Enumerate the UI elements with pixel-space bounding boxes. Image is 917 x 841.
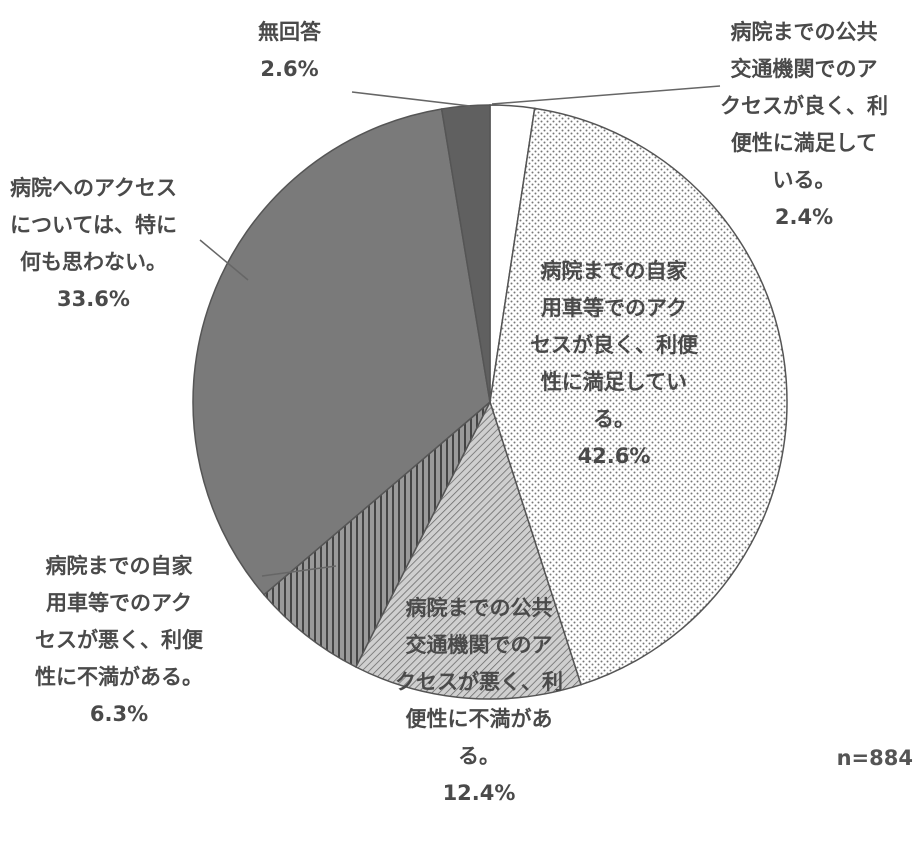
slice-label-public-good: 病院までの公共 交通機関でのア クセスが良く、利 便性に満足して いる。 2.4% [720,14,888,236]
slice-label-line: については、特に [10,213,177,237]
slice-label-line: 何も思わない。 [19,250,167,274]
slice-label-line: 性に満足してい [540,370,688,394]
slice-label-public-bad: 病院までの公共 交通機関でのア クセスが悪く、利 便性に不満があ る。 12.4% [395,590,563,812]
slice-label-car-good: 病院までの自家 用車等でのアク セスが良く、利便 性に満足してい る。 42.6% [530,253,698,475]
leader-public-good [491,85,721,105]
slice-label-line: いる。 [772,168,836,192]
slice-percent-label: 6.3% [89,702,149,726]
sample-size-note: n=884 [836,746,913,770]
slice-percent-label: 42.6% [577,444,651,468]
slice-label-line: 交通機関でのア [730,57,878,81]
slice-label-line: 病院までの公共 [730,20,878,44]
slice-label-line: 病院までの自家 [540,259,688,283]
slice-label-line: 無回答 [258,20,321,44]
slice-percent-label: 12.4% [442,781,516,805]
slice-label-line: 用車等でのアク [46,591,192,615]
leader-no-opinion [199,239,249,281]
slice-label-line: 用車等でのアク [541,296,687,320]
slice-label-line: セスが良く、利便 [530,333,698,357]
slice-label-line: る。 [458,744,500,768]
slice-label-car-bad: 病院までの自家 用車等でのアク セスが悪く、利便 性に不満がある。 6.3% [35,548,203,733]
slice-label-line: 便性に不満があ [405,707,553,731]
slice-label-line: 交通機関でのア [405,633,553,657]
slice-label-line: 病院までの公共 [405,596,553,620]
pie-slice-1 [489,107,788,686]
slice-label-line: る。 [593,407,635,431]
pie-slice-4 [192,108,491,596]
slice-label-line: 病院へのアクセス [10,176,177,200]
slice-label-line: 病院までの自家 [45,554,193,578]
leader-car-bad [261,565,337,577]
slice-label-no-answer: 無回答 2.6% [258,14,321,88]
slice-label-line: 便性に満足して [730,131,878,155]
slice-label-line: クセスが良く、利 [720,94,888,118]
slice-label-line: クセスが悪く、利 [395,670,563,694]
slice-percent-label: 2.4% [774,205,834,229]
slice-percent-label: 33.6% [57,287,130,311]
pie-slice-3 [262,401,491,668]
slice-label-line: セスが悪く、利便 [35,628,203,652]
pie-slice-2 [354,400,582,700]
slice-label-no-opinion: 病院へのアクセス については、特に 何も思わない。 33.6% [10,170,177,318]
slice-label-line: 性に不満がある。 [35,665,203,689]
leader-no-answer [351,91,471,107]
slice-percent-label: 2.6% [260,57,319,81]
